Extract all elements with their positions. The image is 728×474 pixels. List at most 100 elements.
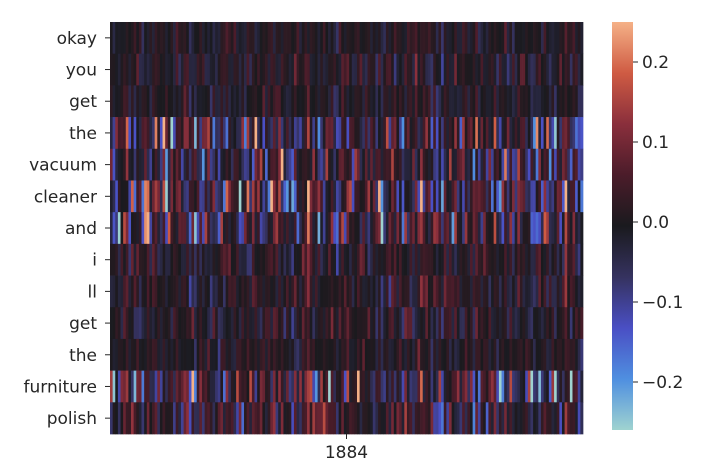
- heatmap-cell: [246, 243, 250, 276]
- heatmap-cell: [467, 117, 471, 150]
- heatmap-cell: [564, 212, 568, 245]
- heatmap-cell: [546, 338, 550, 371]
- heatmap-cell: [322, 85, 326, 118]
- heatmap-cell: [141, 370, 145, 403]
- heatmap-cell: [404, 117, 408, 150]
- heatmap-cell: [417, 307, 421, 340]
- heatmap-cell: [462, 212, 466, 245]
- heatmap-cell: [372, 148, 376, 181]
- heatmap-cell: [183, 370, 187, 403]
- heatmap-cell: [217, 370, 221, 403]
- heatmap-cell: [257, 338, 261, 371]
- heatmap-cell: [561, 117, 565, 150]
- heatmap-cell: [399, 338, 403, 371]
- heatmap-cell: [504, 338, 508, 371]
- heatmap-cell: [307, 275, 311, 308]
- heatmap-cell: [228, 53, 232, 86]
- heatmap-cell: [154, 212, 158, 245]
- heatmap-cell: [233, 338, 237, 371]
- heatmap-cell: [272, 243, 276, 276]
- heatmap-cell: [572, 212, 576, 245]
- heatmap-cell: [504, 212, 508, 245]
- heatmap-cell: [162, 370, 166, 403]
- heatmap-cell: [343, 117, 347, 150]
- heatmap-cell: [485, 338, 489, 371]
- heatmap-cell: [146, 85, 150, 118]
- heatmap-cell: [186, 243, 190, 276]
- heatmap-cell: [498, 402, 502, 435]
- heatmap-cell: [225, 402, 229, 435]
- heatmap-cell: [535, 53, 539, 86]
- y-tick-label: and: [65, 219, 97, 239]
- y-tick-label: okay: [57, 29, 97, 49]
- heatmap-cell: [162, 22, 166, 55]
- heatmap-cell: [154, 53, 158, 86]
- heatmap-cell: [483, 370, 487, 403]
- heatmap-cell: [194, 370, 198, 403]
- heatmap-cell: [572, 243, 576, 276]
- heatmap-cell: [286, 338, 290, 371]
- heatmap-cell: [385, 85, 389, 118]
- heatmap-cell: [346, 275, 350, 308]
- heatmap-cell: [367, 117, 371, 150]
- heatmap-cell: [464, 307, 468, 340]
- heatmap-cell: [472, 53, 476, 86]
- heatmap-cell: [409, 53, 413, 86]
- heatmap-cell: [265, 53, 269, 86]
- heatmap-cell: [209, 148, 213, 181]
- heatmap-cell: [138, 307, 142, 340]
- heatmap-cell: [372, 243, 376, 276]
- heatmap-cell: [480, 402, 484, 435]
- heatmap-cell: [312, 275, 316, 308]
- heatmap-cell: [131, 307, 134, 340]
- heatmap-cell: [301, 53, 305, 86]
- heatmap-cell: [288, 243, 292, 276]
- heatmap-cell: [314, 117, 318, 150]
- heatmap-cell: [393, 212, 397, 245]
- heatmap-cell: [230, 117, 234, 150]
- heatmap-cell: [278, 117, 282, 150]
- heatmap-cell: [312, 148, 316, 181]
- heatmap-cell: [167, 180, 171, 213]
- heatmap-cell: [188, 212, 192, 245]
- heatmap-cell: [433, 370, 437, 403]
- heatmap-cell: [236, 53, 240, 86]
- heatmap-cell: [564, 307, 568, 340]
- heatmap-cell: [396, 117, 400, 150]
- heatmap-cell: [233, 22, 237, 55]
- heatmap-cell: [561, 53, 565, 86]
- heatmap-cell: [383, 53, 387, 86]
- heatmap-cell: [477, 212, 481, 245]
- heatmap-cell: [456, 370, 460, 403]
- heatmap-cell: [194, 53, 198, 86]
- heatmap-cell: [567, 148, 571, 181]
- heatmap-cell: [404, 85, 408, 118]
- y-tick-label: the: [69, 124, 97, 144]
- heatmap-cell: [112, 212, 116, 245]
- heatmap-cell: [188, 53, 192, 86]
- heatmap-cell: [267, 53, 271, 86]
- heatmap-cell: [330, 338, 334, 371]
- heatmap-cell: [204, 370, 208, 403]
- heatmap-cell: [399, 53, 403, 86]
- heatmap-cell: [433, 117, 437, 150]
- heatmap-cell: [514, 370, 518, 403]
- heatmap-cell: [522, 148, 526, 181]
- heatmap-cell: [464, 117, 468, 150]
- heatmap-cell: [152, 22, 156, 55]
- heatmap-cell: [265, 275, 269, 308]
- heatmap-cell: [330, 212, 334, 245]
- heatmap-cell: [325, 243, 329, 276]
- heatmap-cell: [267, 370, 271, 403]
- heatmap-cell: [375, 338, 379, 371]
- heatmap-cell: [265, 243, 269, 276]
- heatmap-cell: [215, 85, 219, 118]
- heatmap-cell: [540, 117, 544, 150]
- heatmap-cell: [451, 338, 455, 371]
- heatmap-cell: [275, 53, 279, 86]
- heatmap-cell: [446, 243, 450, 276]
- heatmap-cell: [577, 370, 581, 403]
- heatmap-cell: [167, 148, 171, 181]
- heatmap-cell: [293, 243, 297, 276]
- heatmap-cell: [406, 53, 410, 86]
